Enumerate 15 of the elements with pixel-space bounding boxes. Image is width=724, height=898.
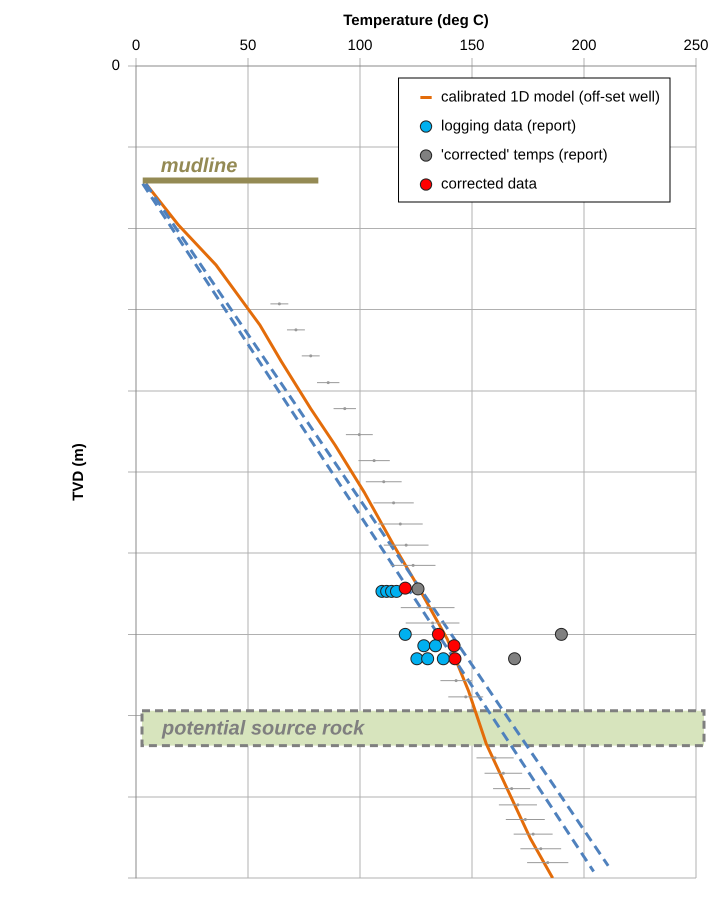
x-axis-title: Temperature (deg C) xyxy=(343,12,489,30)
x-tick-label: 100 xyxy=(347,37,373,54)
legend-label: 'corrected' temps (report) xyxy=(441,146,608,164)
x-tick-label: 150 xyxy=(459,37,485,54)
x-tick-label: 200 xyxy=(571,37,597,54)
x-tick-label: 0 xyxy=(132,37,140,54)
legend-label: calibrated 1D model (off-set well) xyxy=(441,88,660,106)
text: 0 xyxy=(112,57,120,74)
y-axis-title: TVD (m) xyxy=(70,443,88,501)
x-tick-label: 250 xyxy=(683,37,709,54)
legend-label: logging data (report) xyxy=(441,118,576,135)
x-tick-label: 50 xyxy=(240,37,256,54)
series-label: mudline xyxy=(160,155,238,178)
legend-label: corrected data xyxy=(441,176,538,193)
band-label: potential source rock xyxy=(161,718,366,740)
